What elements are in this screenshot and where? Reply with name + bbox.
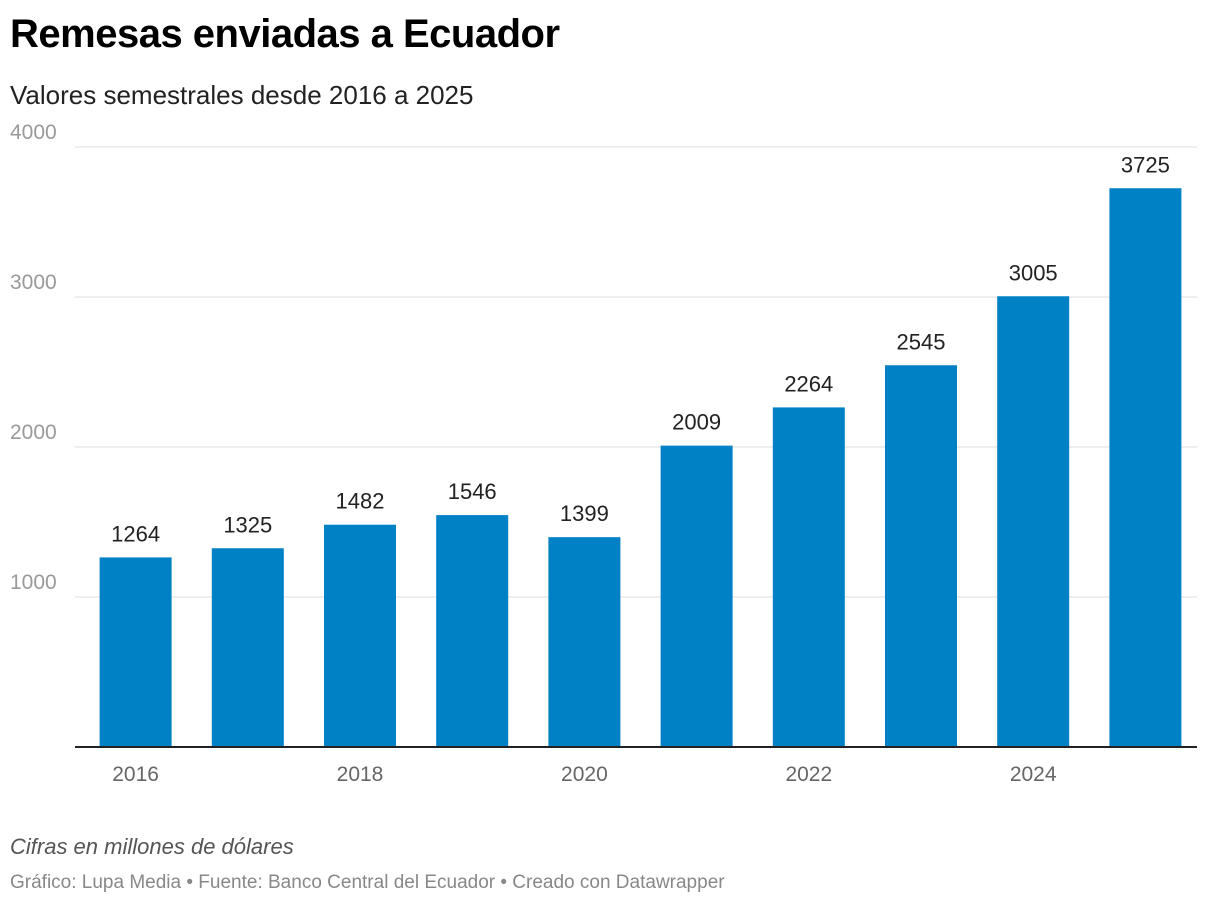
bar-2016 <box>99 557 172 747</box>
data-label-2022: 2264 <box>784 371 833 396</box>
chart-notes: Cifras en millones de dólares <box>10 834 294 859</box>
data-label-2024: 3005 <box>1009 260 1058 285</box>
chart-subtitle: Valores semestrales desde 2016 a 2025 <box>10 80 474 110</box>
chart-title: Remesas enviadas a Ecuador <box>10 12 560 56</box>
x-tick-label: 2016 <box>112 763 159 786</box>
data-label-2018: 1482 <box>336 489 385 514</box>
bar-2023 <box>885 365 957 747</box>
x-tick-label: 2022 <box>785 763 832 786</box>
data-label-2025: 3725 <box>1121 152 1170 177</box>
chart-footer: Gráfico: Lupa Media • Fuente: Banco Cent… <box>10 872 725 893</box>
data-label-2020: 1399 <box>560 501 609 526</box>
x-tick-label: 2024 <box>1010 763 1057 786</box>
x-tick-label: 2018 <box>337 763 384 786</box>
x-axis-ticks: 2016 2018 2020 2022 2024 <box>75 746 1197 786</box>
bar-2022 <box>772 407 845 747</box>
bar-chart: 1000 2000 3000 4000 1264 1325 1482 1546 1399 200… <box>10 121 1197 786</box>
bar-2021 <box>660 445 733 747</box>
bar-2024 <box>997 296 1070 747</box>
bar-2018 <box>324 524 396 747</box>
data-labels: 1264 1325 1482 1546 1399 2009 2264 2545 3005 3725 <box>111 152 1170 546</box>
bar-2019 <box>436 515 509 747</box>
y-tick-label: 3000 <box>10 271 57 294</box>
x-tick-label: 2020 <box>561 763 608 786</box>
y-tick-label: 1000 <box>10 571 57 594</box>
y-tick-label: 4000 <box>10 121 57 144</box>
bar-2025 <box>1109 188 1182 747</box>
data-label-2021: 2009 <box>672 410 721 435</box>
data-label-2019: 1546 <box>448 479 497 504</box>
y-tick-label: 2000 <box>10 421 57 444</box>
data-label-2017: 1325 <box>223 512 272 537</box>
bar-2017 <box>211 548 284 747</box>
bars <box>99 188 1182 747</box>
data-label-2016: 1264 <box>111 521 160 546</box>
bar-2020 <box>548 537 621 747</box>
data-label-2023: 2545 <box>897 329 946 354</box>
